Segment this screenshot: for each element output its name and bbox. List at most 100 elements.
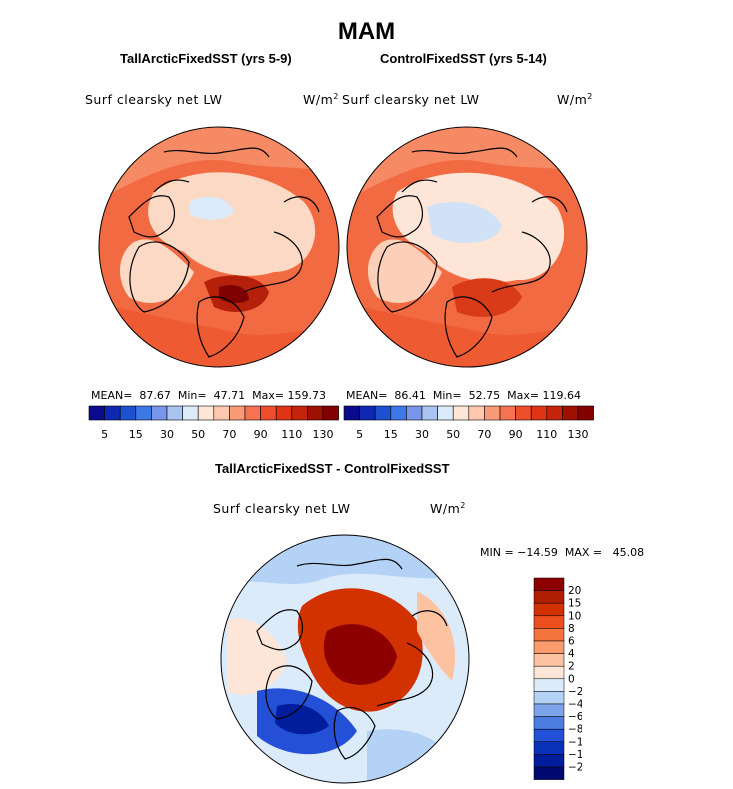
panel1-colorbar-cell	[135, 405, 152, 421]
diff-colorbar-cell	[533, 703, 565, 717]
panel1-colorbar-cell	[229, 405, 246, 421]
panel2-colorbar-cell	[468, 405, 485, 421]
panel2-colorbar: 5 15 30 50 70 90 110 130	[343, 405, 594, 441]
panel1-colorbar-cell	[151, 405, 168, 421]
diff-colorbar-cell	[533, 766, 565, 780]
diff-colorbar-cell	[533, 602, 565, 617]
panel1-polar-map	[98, 126, 340, 368]
panel1-map-border	[98, 126, 340, 368]
panel1-field-barents-max	[219, 285, 249, 304]
panel1-variable-label: Surf clearsky net LW	[85, 92, 223, 107]
panel1-coastlines	[128, 147, 320, 358]
diff-colorbar-tick-label: −4	[568, 699, 582, 711]
panel2-colorbar-tick-label: 130	[568, 428, 589, 441]
diff-colorbar-tick-label: 0	[568, 673, 575, 685]
panel2-colorbar-cell	[530, 405, 548, 421]
diff-colorbar-cell	[533, 691, 565, 705]
diff-colorbar-cell	[533, 716, 565, 730]
diff-colorbar-tick-label: 6	[568, 636, 575, 648]
panel1-colorbar-tick-label: 50	[191, 428, 205, 441]
panel1-colorbar-cell	[104, 405, 121, 421]
diff-colorbar-tick-label: 20	[568, 585, 581, 597]
diff-colorbar-cell	[533, 653, 565, 667]
diff-colorbar-cell	[533, 640, 565, 654]
panel2-colorbar-tick-label: 70	[477, 428, 491, 441]
panel2-stats: MEAN= 86.41 Min= 52.75 Max= 119.64	[346, 389, 582, 402]
diff-field-atlantic-min	[275, 703, 329, 735]
panel1-colorbar-cell	[119, 405, 137, 421]
panel2-polar-map	[346, 126, 588, 368]
panel2-colorbar-cell	[499, 405, 516, 421]
panel2-colorbar-tick-label: 90	[509, 428, 523, 441]
panel2-variable-label: Surf clearsky net LW	[342, 92, 480, 107]
panel1-colorbar-cell	[213, 405, 230, 421]
panel1-colorbar-cell	[166, 405, 183, 421]
diff-colorbar-cell	[533, 590, 565, 604]
panel2-colorbar-tick-label: 30	[415, 428, 429, 441]
panel2-colorbar-cell	[484, 405, 501, 421]
diff-units-label: W/m2	[430, 501, 466, 517]
figure-title: MAM	[337, 18, 396, 45]
panel2-colorbar-tick-label: 5	[356, 428, 363, 441]
diff-colorbar-tick-label: 10	[568, 610, 581, 622]
panel1-field-pole-low	[189, 196, 234, 220]
panel1-title: TallArcticFixedSST (yrs 5-9)	[120, 51, 292, 66]
diff-colorbar-tick-label: −2	[568, 686, 582, 698]
diff-colorbar-cell	[533, 741, 565, 755]
diff-minmax: MIN = −14.59 MAX = 45.08	[480, 546, 645, 559]
panel1-colorbar-tick-label: 70	[222, 428, 236, 441]
diff-map-border	[220, 534, 470, 784]
diff-colorbar-cell	[533, 615, 565, 629]
panel1-colorbar-tick-label: 130	[313, 428, 334, 441]
panel1-colorbar-cell	[182, 405, 199, 421]
panel2-colorbar-cell	[374, 405, 392, 421]
panel2-colorbar-cell	[390, 405, 407, 421]
panel1-colorbar-tick-label: 90	[254, 428, 268, 441]
panel2-units-label: W/m2	[557, 92, 593, 108]
panel2-field-greenland	[367, 239, 442, 303]
panel2-colorbar-tick-label: 110	[536, 428, 557, 441]
panel1-colorbar-tick-label: 5	[101, 428, 108, 441]
panel2-colorbar-cell	[343, 405, 360, 421]
panel1-colorbar-cell	[260, 405, 277, 421]
panel1-colorbar-tick-label: 15	[129, 428, 143, 441]
panel2-colorbar-cell	[406, 405, 423, 421]
panel2-title: ControlFixedSST (yrs 5-14)	[380, 51, 547, 66]
diff-field-arctic-max	[323, 624, 397, 685]
panel1-colorbar-tick-label: 30	[160, 428, 174, 441]
panel2-colorbar-cell	[577, 405, 594, 421]
panel1-colorbar-cell	[197, 405, 215, 421]
panel2-colorbar-cell	[515, 405, 532, 421]
diff-variable-label: Surf clearsky net LW	[213, 501, 351, 516]
panel2-colorbar-cell	[546, 405, 563, 421]
diff-colorbar-cell	[533, 628, 565, 642]
diff-polar-map	[220, 534, 470, 784]
panel1-colorbar-cell	[307, 405, 324, 421]
panel2-colorbar-cell	[452, 405, 470, 421]
panel1-colorbar-tick-label: 110	[281, 428, 302, 441]
diff-colorbar-tick-label: 15	[568, 598, 581, 610]
diff-colorbar-tick-label: −10	[568, 736, 582, 748]
diff-coastlines	[256, 558, 448, 760]
panel1-units-label: W/m2	[303, 92, 339, 108]
panel2-colorbar-cell	[562, 405, 579, 421]
diff-colorbar-cell	[533, 678, 565, 692]
diff-colorbar-tick-label: −20	[568, 762, 582, 774]
panel1-colorbar-cell	[275, 405, 293, 421]
diff-colorbar-cell	[533, 665, 565, 680]
diff-colorbar-cell	[533, 728, 565, 743]
panel2-colorbar-cell	[421, 405, 438, 421]
diff-colorbar-tick-label: −15	[568, 749, 582, 761]
diff-colorbar-tick-label: 4	[568, 648, 575, 660]
panel1-field-greenland	[119, 239, 194, 303]
diff-colorbar-tick-label: −8	[568, 724, 582, 736]
diff-colorbar-tick-label: 2	[568, 661, 575, 673]
diff-title: TallArcticFixedSST - ControlFixedSST	[215, 461, 450, 476]
diff-field-canada	[227, 618, 287, 695]
diff-colorbar-tick-label: −6	[568, 711, 582, 723]
panel1-colorbar-cell	[291, 405, 308, 421]
panel2-field-pole-low	[427, 202, 502, 244]
panel1-stats: MEAN= 87.67 Min= 47.71 Max= 159.73	[91, 389, 327, 402]
panel2-colorbar-cell	[437, 405, 454, 421]
